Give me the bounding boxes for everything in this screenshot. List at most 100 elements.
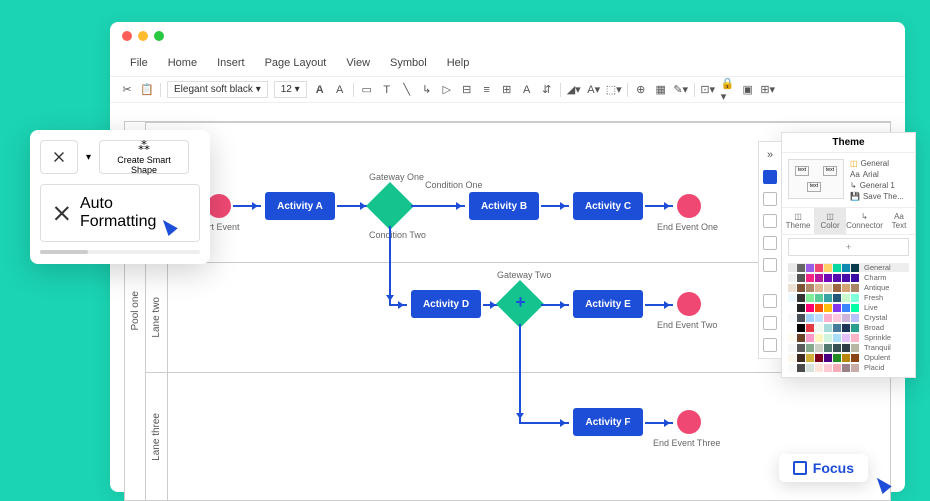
rect-icon[interactable]: ▭ <box>360 83 374 97</box>
menu-home[interactable]: Home <box>160 54 205 72</box>
sb-4-icon[interactable] <box>763 236 777 250</box>
sb-5-icon[interactable] <box>763 258 777 272</box>
palette-label: Charm <box>864 273 887 282</box>
palette-row[interactable]: Live <box>788 303 909 312</box>
palette-label: Fresh <box>864 293 883 302</box>
start-event[interactable] <box>207 194 231 218</box>
opt-font[interactable]: AaArial <box>850 170 904 179</box>
palette-row[interactable]: Broad <box>788 323 909 332</box>
sb-2-icon[interactable] <box>763 192 777 206</box>
swatch <box>788 324 796 332</box>
sb-8-icon[interactable] <box>763 338 777 352</box>
swatch <box>824 264 832 272</box>
palette-row[interactable]: Fresh <box>788 293 909 302</box>
align2-icon[interactable]: ⊞ <box>500 83 514 97</box>
line-icon[interactable]: ╲ <box>400 83 414 97</box>
palette-row[interactable]: Opulent <box>788 353 909 362</box>
menu-symbol[interactable]: Symbol <box>382 54 435 72</box>
theme-thumbnail[interactable]: text text text <box>788 159 844 199</box>
spark-button[interactable] <box>40 140 78 174</box>
slider[interactable] <box>40 250 200 254</box>
sb-theme-icon[interactable] <box>763 170 777 184</box>
spark-icon-2 <box>49 201 74 226</box>
search-icon[interactable]: ⊕ <box>634 83 648 97</box>
sb-6-icon[interactable] <box>763 294 777 308</box>
activity-e[interactable]: Activity E <box>573 290 643 318</box>
activity-b[interactable]: Activity B <box>469 192 539 220</box>
activity-a[interactable]: Activity A <box>265 192 335 220</box>
swatch <box>851 284 859 292</box>
menu-file[interactable]: File <box>122 54 156 72</box>
distribute-icon[interactable]: ⊟ <box>460 83 474 97</box>
tab-theme[interactable]: ◫Theme <box>782 208 814 234</box>
spark-icon <box>50 148 68 166</box>
lock-icon[interactable]: 🔒▾ <box>721 83 735 97</box>
menu-view[interactable]: View <box>338 54 378 72</box>
text-icon[interactable]: T <box>380 83 394 97</box>
g1-label: Gateway One <box>369 172 413 182</box>
palette-row[interactable]: Charm <box>788 273 909 282</box>
pointer-icon[interactable]: ▷ <box>440 83 454 97</box>
align-icon[interactable]: ≡ <box>480 83 494 97</box>
swatch <box>824 304 832 312</box>
create-smart-shape-button[interactable]: ⁂ Create Smart Shape <box>99 140 189 174</box>
activity-c[interactable]: Activity C <box>573 192 643 220</box>
auto-formatting-button[interactable]: Auto Formatting <box>40 184 200 242</box>
alpha-icon[interactable]: A▾ <box>587 83 601 97</box>
autoformat-popup: ▾ ⁂ Create Smart Shape Auto Formatting <box>30 130 210 264</box>
connector-icon[interactable]: ↳ <box>420 83 434 97</box>
activity-d[interactable]: Activity D <box>411 290 481 318</box>
pen-icon[interactable]: ✎▾ <box>674 83 688 97</box>
end-event-1[interactable] <box>677 194 701 218</box>
zoom-dot[interactable] <box>154 31 164 41</box>
sb-3-icon[interactable] <box>763 214 777 228</box>
arrow-c-e1 <box>645 205 673 207</box>
layer-icon[interactable]: ▣ <box>741 83 755 97</box>
swatch <box>842 294 850 302</box>
size-select[interactable]: 12 ▾ <box>274 81 307 98</box>
tab-color[interactable]: ◫Color <box>814 208 846 234</box>
swatch <box>806 334 814 342</box>
tab-text[interactable]: AaText <box>883 208 915 234</box>
font-select[interactable]: Elegant soft black ▾ <box>167 81 268 98</box>
swatch <box>833 334 841 342</box>
image-icon[interactable]: ▦ <box>654 83 668 97</box>
add-palette-button[interactable]: + <box>788 238 909 256</box>
opt-general[interactable]: ◫General <box>850 159 904 168</box>
crop-icon[interactable]: ⬚▾ <box>607 83 621 97</box>
swatch <box>788 294 796 302</box>
bold-icon[interactable]: A <box>313 83 327 97</box>
close-dot[interactable] <box>122 31 132 41</box>
menu-help[interactable]: Help <box>439 54 478 72</box>
swatch <box>815 264 823 272</box>
spacing-icon[interactable]: ⇵ <box>540 83 554 97</box>
g1-c2: Condition Two <box>369 230 413 240</box>
cut-icon[interactable]: ✂ <box>120 83 134 97</box>
font2-icon[interactable]: A <box>520 83 534 97</box>
menu-insert[interactable]: Insert <box>209 54 253 72</box>
activity-f[interactable]: Activity F <box>573 408 643 436</box>
fill-icon[interactable]: ◢▾ <box>567 83 581 97</box>
minimize-dot[interactable] <box>138 31 148 41</box>
more-icon[interactable]: ⊞▾ <box>761 83 775 97</box>
end-event-2[interactable] <box>677 292 701 316</box>
tab-connector[interactable]: ↳Connector <box>846 208 883 234</box>
swatch <box>851 364 859 372</box>
palette-row[interactable]: Sprinkle <box>788 333 909 342</box>
group-icon[interactable]: ⊡▾ <box>701 83 715 97</box>
focus-button[interactable]: Focus <box>779 454 868 482</box>
end-event-3[interactable] <box>677 410 701 434</box>
menu-pagelayout[interactable]: Page Layout <box>257 54 335 72</box>
palette-row[interactable]: General <box>788 263 909 272</box>
sb-7-icon[interactable] <box>763 316 777 330</box>
opt-save[interactable]: 💾Save The... <box>850 192 904 201</box>
palette-row[interactable]: Crystal <box>788 313 909 322</box>
size-up-icon[interactable]: A <box>333 83 347 97</box>
opt-general1[interactable]: ↳General 1 <box>850 181 904 190</box>
paste-icon[interactable]: 📋 <box>140 83 154 97</box>
palette-row[interactable]: Antique <box>788 283 909 292</box>
swatch <box>851 294 859 302</box>
palette-row[interactable]: Placid <box>788 363 909 372</box>
sb-expand-icon[interactable]: » <box>763 148 777 162</box>
palette-row[interactable]: Tranquil <box>788 343 909 352</box>
